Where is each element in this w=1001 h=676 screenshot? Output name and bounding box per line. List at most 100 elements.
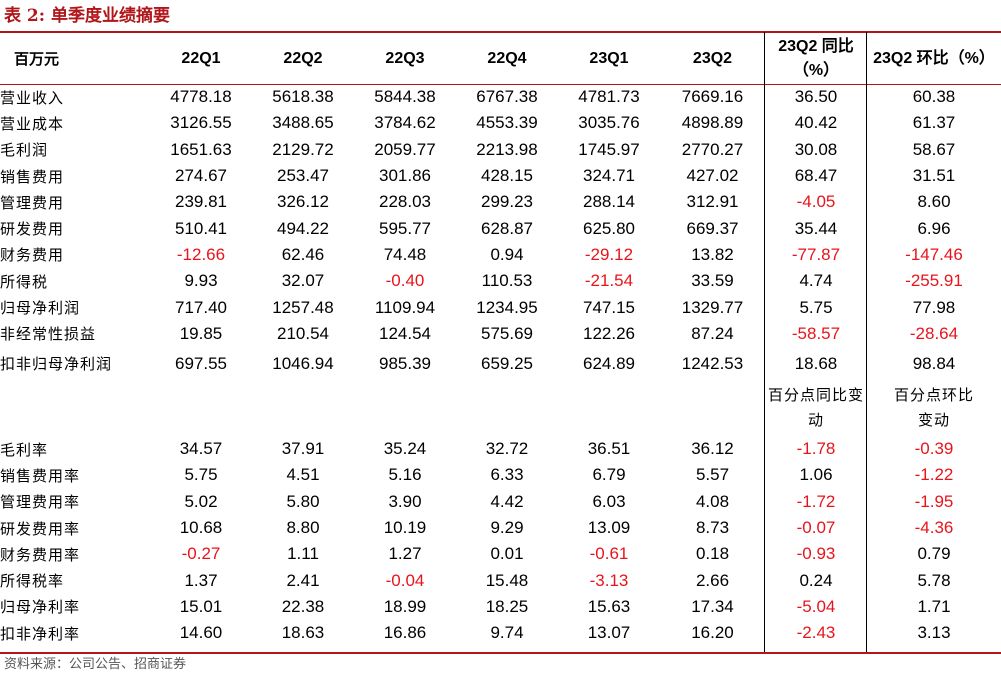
table-cell: 19.85 [179, 323, 223, 343]
table-cell: 4781.73 [578, 87, 640, 107]
table-cell: 210.54 [277, 323, 329, 343]
empty-cell [660, 381, 765, 436]
table-cell: 575.69 [481, 323, 533, 343]
table-cell: 34.57 [179, 439, 223, 459]
table-cell: 17.34 [691, 596, 734, 616]
table-row: 销售费用 274.67 253.47 301.86 428.15 324.71 427.02… [0, 163, 1001, 189]
header-row: 百万元 22Q1 22Q2 22Q3 22Q4 23Q1 23Q2 23Q2 同… [0, 33, 1001, 84]
table-cell: 1.71 [917, 596, 951, 616]
table-cell: 33.59 [691, 271, 734, 291]
table-title: 表 2: 单季度业绩摘要 [4, 6, 170, 26]
empty-cell [354, 381, 456, 436]
table-row: 毛利润 1651.63 2129.72 2059.77 2213.98 1745.97 27… [0, 137, 1001, 163]
table-cell: 3126.55 [170, 113, 232, 133]
table-cell: 4898.89 [681, 113, 744, 133]
column-header: 22Q2 [283, 49, 323, 67]
table-cell: 13.82 [691, 244, 734, 264]
empty-cell [252, 381, 354, 436]
table-row: 研发费用 510.41 494.22 595.77 628.87 625.80 669.37… [0, 215, 1001, 241]
table-cell: 74.48 [383, 244, 427, 264]
column-divider-yoy [764, 32, 765, 652]
table-cell: -1.78 [796, 439, 836, 459]
column-header-yoy: 23Q2 同比（%） [778, 37, 854, 79]
table-cell: 1.37 [184, 570, 218, 590]
table-cell: 625.80 [583, 218, 635, 238]
table-cell: 3035.76 [578, 113, 640, 133]
table-row: 财务费用率 -0.27 1.11 1.27 0.01 -0.61 0.18 -0.93 0.79 [0, 541, 1001, 567]
table-cell: 0.94 [490, 244, 524, 264]
table-cell: -1.22 [914, 465, 954, 485]
table-cell: 5844.38 [374, 87, 436, 107]
row-label: 营业收入 [0, 88, 65, 107]
table-cell: -0.39 [914, 439, 954, 459]
table-cell: 8.60 [917, 192, 951, 212]
table-row: 研发费用率 10.68 8.80 10.19 9.29 13.09 8.73 -0.07 -4.… [0, 515, 1001, 541]
table-row: 营业成本 3126.55 3488.65 3784.62 4553.39 3035.76 4… [0, 110, 1001, 136]
table-cell: 37.91 [281, 439, 325, 459]
table-cell: 5.16 [388, 465, 422, 485]
table-cell: 2129.72 [272, 139, 334, 159]
table-cell: 4.42 [490, 491, 524, 511]
table-cell: -1.95 [914, 491, 954, 511]
table-cell: 1046.94 [272, 353, 334, 373]
table-cell: 10.68 [179, 518, 223, 537]
empty-cell [558, 381, 660, 436]
table-cell: 77.98 [912, 297, 956, 317]
table-cell: -0.04 [385, 570, 425, 590]
table-cell: -0.40 [385, 271, 425, 291]
row-label: 归母净利率 [0, 598, 81, 617]
table-cell: 1329.77 [681, 297, 744, 317]
row-label: 研发费用率 [0, 519, 81, 538]
summary-table: 百万元 22Q1 22Q2 22Q3 22Q4 23Q1 23Q2 23Q2 同… [0, 33, 1001, 646]
table-cell: 6.33 [490, 465, 524, 485]
table-cell: 4.51 [286, 465, 320, 485]
column-header: 23Q1 [589, 49, 629, 67]
table-cell: -5.04 [796, 596, 836, 616]
table-cell: 0.18 [695, 544, 730, 564]
table-cell: 985.39 [379, 353, 431, 373]
table-cell: 60.38 [912, 87, 956, 107]
table-cell: 3.13 [917, 623, 951, 643]
table-cell: 1.11 [287, 544, 319, 564]
table-row: 管理费用率 5.02 5.80 3.90 4.42 6.03 4.08 -1.72 -1.95 [0, 489, 1001, 515]
row-label: 非经常性损益 [0, 325, 97, 344]
table-cell: 5.02 [184, 491, 218, 511]
table-cell: 30.08 [794, 139, 838, 159]
table-cell: 98.84 [912, 353, 956, 373]
row-label: 所得税 [0, 272, 49, 291]
table-cell: -29.12 [584, 244, 634, 264]
row-label: 扣非归母净利润 [0, 354, 113, 373]
table-cell: 15.01 [179, 596, 223, 616]
ratio-subheader-row: 百分点同比变动 百分点环比变动 [0, 381, 1001, 436]
table-body: 营业收入 4778.18 5618.38 5844.38 6767.38 4781.73 7… [0, 84, 1001, 646]
row-label: 财务费用率 [0, 545, 81, 564]
table-cell: 62.46 [281, 244, 325, 264]
table-cell: 0.01 [490, 544, 524, 564]
table-row: 财务费用 -12.66 62.46 74.48 0.94 -29.12 13.82 -77.8… [0, 242, 1001, 268]
table-cell: 32.72 [485, 439, 529, 459]
table-cell: -1.72 [796, 491, 836, 511]
table-cell: 228.03 [379, 192, 431, 212]
table-cell: -21.54 [584, 271, 634, 291]
table-cell: 628.87 [481, 218, 533, 238]
table-cell: -4.05 [796, 192, 836, 212]
table-cell: 87.24 [691, 323, 734, 343]
column-header: 23Q2 [692, 49, 733, 67]
table-cell: 324.71 [583, 166, 635, 186]
table-cell: 3.90 [388, 491, 422, 511]
table-cell: 5.78 [917, 570, 951, 590]
table-cell: 2213.98 [476, 139, 538, 159]
table-cell: 31.51 [912, 166, 956, 186]
table-cell: -147.46 [905, 244, 963, 264]
table-cell: 428.15 [481, 166, 533, 186]
row-label: 销售费用 [0, 167, 65, 186]
table-cell: 1.27 [388, 544, 422, 564]
table-cell: 1.06 [799, 465, 833, 485]
table-cell: 1257.48 [272, 297, 334, 317]
table-cell: 5.75 [799, 297, 833, 317]
ratio-qoq-header: 百分点环比变动 [893, 386, 974, 430]
table-cell: 6.03 [592, 491, 626, 511]
table-cell: 40.42 [794, 113, 838, 133]
table-cell: 4.08 [695, 491, 730, 511]
table-cell: 1242.53 [681, 353, 744, 373]
